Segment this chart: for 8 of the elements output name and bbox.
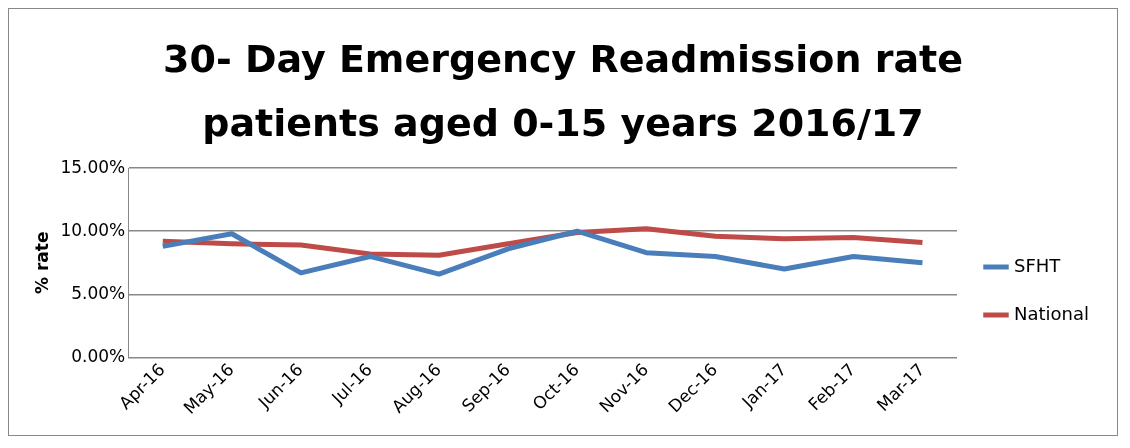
y-axis-title: % rate [31,231,52,294]
legend-label: National [1013,302,1090,324]
y-tick-label: 15.00% [60,156,126,177]
chart-title: 30- Day Emergency Readmission rate patients aged 0-15 years 2016/17 [163,36,963,147]
y-tick-label: 5.00% [71,282,126,303]
legend-label: SFHT [1013,254,1062,276]
y-tick-label: 10.00% [60,219,126,240]
y-tick-label: 0.00% [71,345,126,366]
